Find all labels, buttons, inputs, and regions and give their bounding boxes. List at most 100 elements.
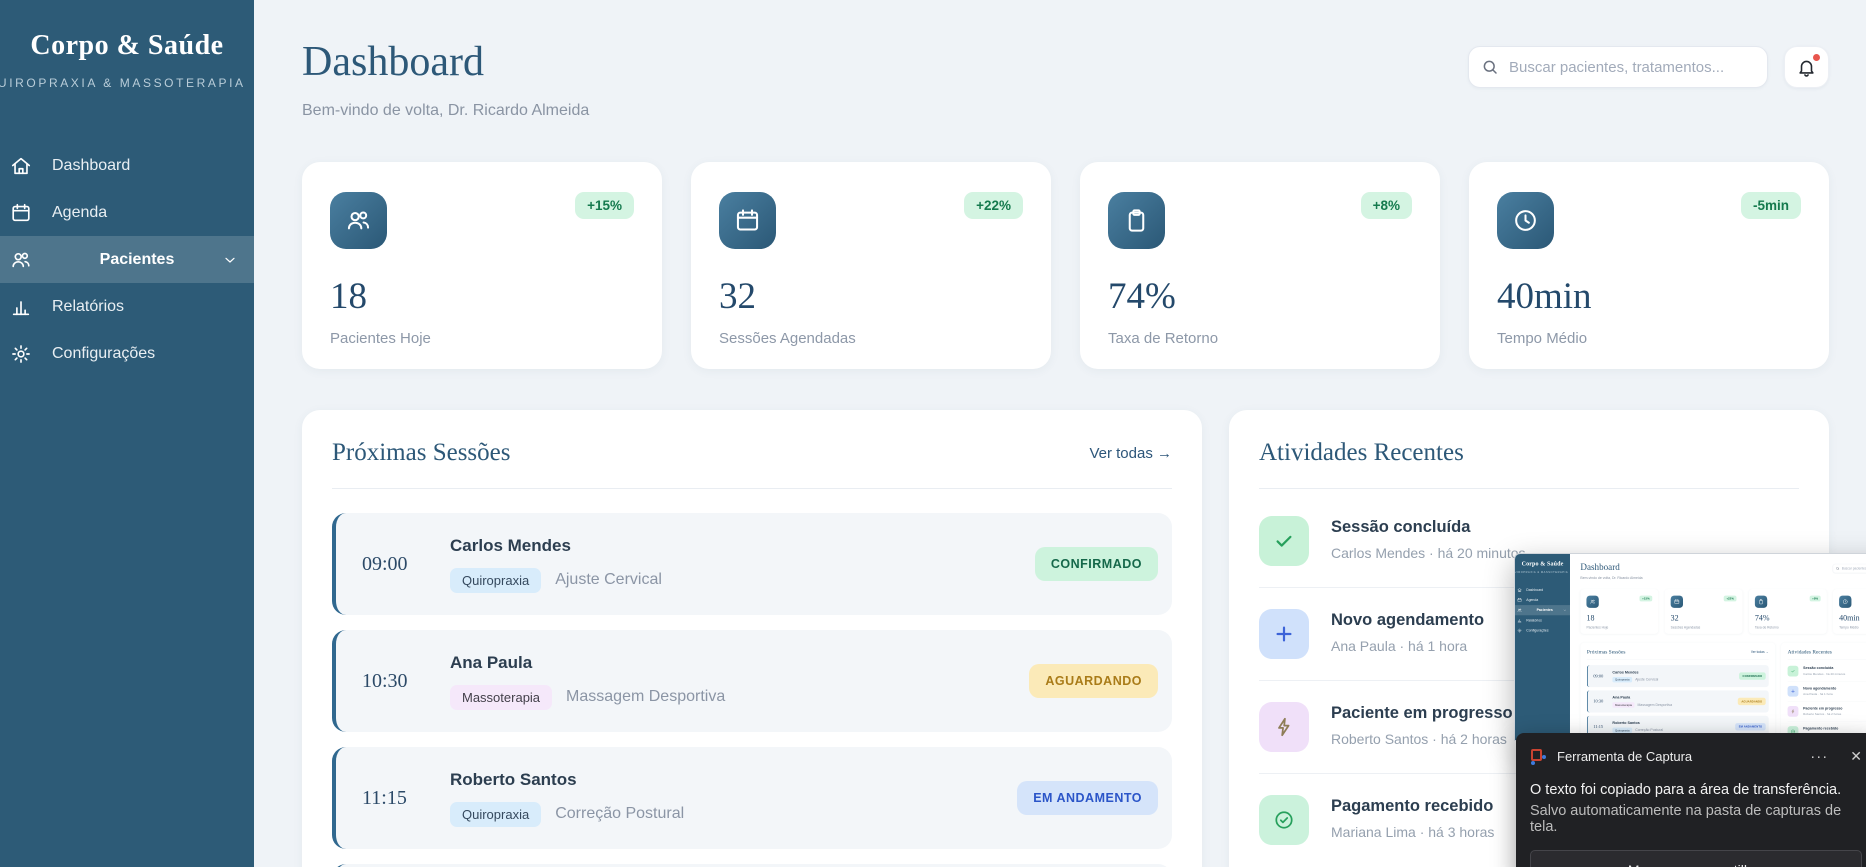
gear-icon (10, 343, 32, 365)
users-icon (10, 249, 32, 271)
sidebar-item-pacientes[interactable]: Pacientes (0, 236, 254, 283)
stat-label: Sessões Agendadas (719, 330, 856, 347)
sidebar-item-configuracoes[interactable]: Configurações (0, 330, 254, 377)
session-row[interactable]: 10:30 Ana Paula Massoterapia Massagem De… (332, 630, 1172, 732)
brand-tagline: QUIROPRAXIA & MASSOTERAPIA (0, 76, 246, 90)
activity-item: Pagamento recebido Mariana Lima · há 3 h… (1259, 774, 1799, 866)
stat-badge: -5min (1740, 192, 1801, 219)
session-time: 09:00 (362, 552, 408, 575)
sessions-panel-title: Próximas Sessões (332, 439, 511, 466)
activity-title: Pagamento recebido (1331, 797, 1494, 815)
page-header: Dashboard Bem-vindo de volta, Dr. Ricard… (302, 38, 1829, 120)
sidebar-item-label: Pacientes (99, 250, 175, 268)
more-options-button[interactable]: ··· (1810, 747, 1829, 765)
snipping-tool-icon (1530, 748, 1547, 765)
screenshot-thumbnail-content: Corpo & Saúde QUIROPRAXIA & MASSOTERAPIA… (1515, 554, 1866, 740)
brand-name: Corpo & Saúde (30, 30, 224, 61)
sidebar-item-relatorios[interactable]: Relatórios (0, 283, 254, 330)
mark-and-share-button[interactable]: Marcar e compartilhar (1530, 850, 1862, 867)
stat-badge: +15% (575, 192, 634, 219)
search-icon (1483, 60, 1497, 74)
stat-value: 74% (1108, 276, 1176, 317)
stat-label: Tempo Médio (1497, 330, 1588, 347)
stat-badge: +8% (1360, 192, 1412, 219)
check-circle-icon (1259, 795, 1309, 845)
therapy-tag: Quiropraxia (450, 801, 542, 827)
calendar-icon (719, 192, 776, 249)
clock-icon (1497, 192, 1554, 249)
activity-title: Sessão concluída (1331, 518, 1471, 536)
activity-meta: Carlos Mendes · há 20 minutos (1331, 545, 1526, 561)
welcome-text: Bem-vindo de volta, Dr. Ricardo Almeida (302, 102, 590, 119)
activities-panel-title: Atividades Recentes (1259, 439, 1464, 466)
therapy-tag: Quiropraxia (450, 567, 542, 593)
activity-title: Novo agendamento (1331, 611, 1485, 629)
toast-app-name: Ferramenta de Captura (1557, 748, 1693, 764)
close-icon[interactable]: ✕ (1850, 747, 1862, 764)
stat-badge: +22% (964, 192, 1023, 219)
sidebar-nav: Dashboard Agenda Pacientes (0, 142, 254, 377)
stat-value: 40min (1497, 276, 1592, 317)
stat-value: 18 (330, 276, 367, 317)
stat-card-pacientes-hoje: +15% 18 Pacientes Hoje (302, 162, 662, 369)
main-content: Dashboard Bem-vindo de volta, Dr. Ricard… (254, 0, 1866, 867)
search-box (1468, 46, 1768, 88)
patient-name: Ana Paula (450, 652, 533, 672)
session-row[interactable]: 09:00 Carlos Mendes Quiropraxia Ajuste C… (332, 513, 1172, 615)
status-badge: AGUARDANDO (1029, 664, 1158, 698)
stat-label: Pacientes Hoje (330, 330, 431, 347)
activity-item: Paciente em progresso Roberto Santos · h… (1259, 681, 1799, 774)
toast-message: O texto foi copiado para a área de trans… (1530, 782, 1842, 798)
status-badge: CONFIRMADO (1034, 547, 1158, 581)
calendar-icon (10, 202, 32, 224)
chevron-down-icon (222, 252, 238, 268)
stat-card-tempo-medio: -5min 40min Tempo Médio (1469, 162, 1829, 369)
treatment-label: Ajuste Cervical (555, 571, 662, 588)
search-input[interactable] (1509, 58, 1755, 76)
screenshot-thumbnail[interactable]: Corpo & Saúde QUIROPRAXIA & MASSOTERAPIA… (1514, 553, 1866, 741)
stat-label: Taxa de Retorno (1108, 330, 1219, 347)
divider (1259, 488, 1799, 489)
activity-meta: Ana Paula · há 1 hora (1331, 638, 1468, 654)
bell-icon (1799, 60, 1814, 77)
activity-item: Novo agendamento Ana Paula · há 1 hora (1259, 588, 1799, 681)
treatment-label: Massagem Desportiva (566, 688, 726, 705)
plus-icon (1259, 609, 1309, 659)
patient-name: Carlos Mendes (450, 535, 571, 555)
patient-name: Roberto Santos (450, 769, 577, 789)
sidebar-item-label: Configurações (52, 344, 156, 362)
stat-card-taxa-retorno: +8% 74% Taxa de Retorno (1080, 162, 1440, 369)
toast-submessage: Salvo automaticamente na pasta de captur… (1530, 803, 1842, 835)
activity-meta: Roberto Santos · há 2 horas (1331, 731, 1507, 747)
notification-badge (1813, 54, 1820, 61)
session-time: 10:30 (362, 669, 408, 692)
stat-value: 32 (719, 276, 756, 317)
status-badge: EM ANDAMENTO (1017, 781, 1158, 815)
sidebar: Corpo & Saúde QUIROPRAXIA & MASSOTERAPIA… (0, 0, 254, 867)
activity-title: Paciente em progresso (1331, 704, 1513, 722)
activity-meta: Mariana Lima · há 3 horas (1331, 824, 1495, 840)
sidebar-item-label: Dashboard (52, 156, 131, 174)
therapy-tag: Massoterapia (450, 684, 553, 710)
check-icon (1259, 516, 1309, 566)
stat-card-sessoes-agendadas: +22% 32 Sessões Agendadas (691, 162, 1051, 369)
users-icon (330, 192, 387, 249)
clipboard-icon (1108, 192, 1165, 249)
session-time: 11:15 (362, 786, 407, 809)
sidebar-item-label: Relatórios (52, 297, 125, 315)
view-all-link[interactable]: Ver todas → (1089, 444, 1172, 462)
session-row[interactable]: 11:15 Roberto Santos Quiropraxia Correçã… (332, 747, 1172, 849)
home-icon (10, 155, 32, 177)
page-title: Dashboard (302, 39, 484, 85)
sidebar-item-agenda[interactable]: Agenda (0, 189, 254, 236)
sidebar-item-dashboard[interactable]: Dashboard (0, 142, 254, 189)
sidebar-item-label: Agenda (52, 203, 108, 221)
snipping-tool-toast: Ferramenta de Captura ··· ✕ O texto foi … (1516, 733, 1866, 867)
brand: Corpo & Saúde QUIROPRAXIA & MASSOTERAPIA (0, 0, 254, 90)
bolt-icon (1259, 702, 1309, 752)
bar-chart-icon (10, 296, 32, 318)
notifications-button[interactable] (1784, 46, 1829, 88)
upcoming-sessions-panel: Próximas Sessões Ver todas → 09:00 Carlo… (302, 410, 1202, 867)
divider (332, 488, 1172, 489)
